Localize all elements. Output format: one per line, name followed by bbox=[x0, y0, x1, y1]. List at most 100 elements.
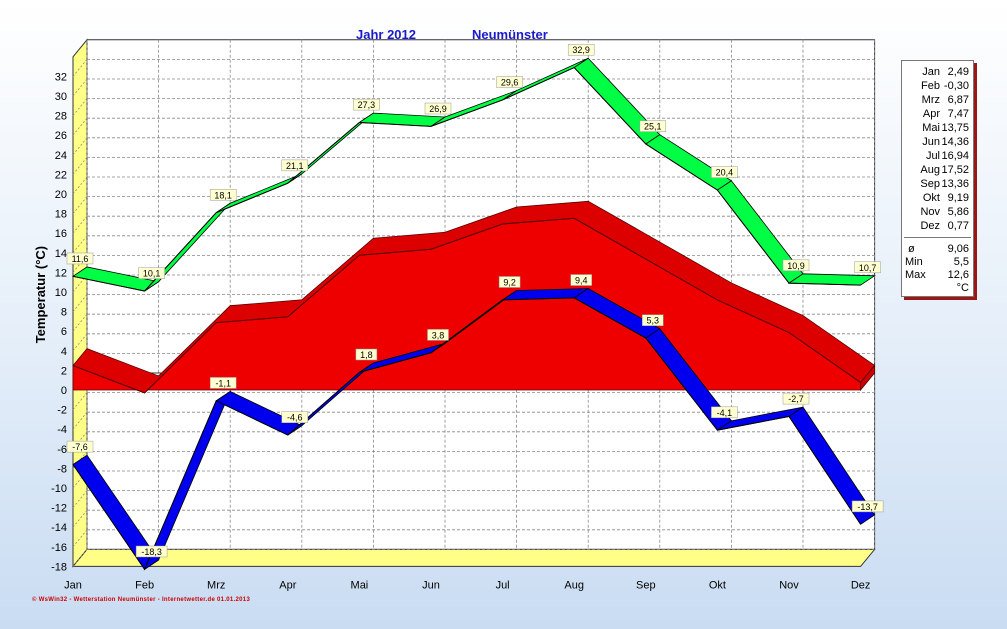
stats-month: Aug bbox=[920, 164, 940, 176]
stats-month: Jun bbox=[922, 136, 940, 148]
max-label: 25,1 bbox=[644, 122, 662, 132]
min-label-box bbox=[498, 276, 521, 288]
y-tick-label: 22 bbox=[55, 169, 67, 181]
y-tick-label: 8 bbox=[61, 307, 67, 319]
stats-month: Okt bbox=[922, 192, 940, 204]
max-label-box bbox=[424, 102, 452, 115]
min-label-box bbox=[135, 545, 168, 558]
y-tick-label: 30 bbox=[55, 91, 67, 103]
stats-row: Jul 16,94 bbox=[902, 150, 973, 164]
min-label-box bbox=[570, 274, 592, 286]
stats-value: 5,86 bbox=[947, 206, 969, 218]
max-label: 10,1 bbox=[143, 269, 161, 279]
y-tick-label: -8 bbox=[57, 463, 67, 475]
mean-line bbox=[72, 217, 861, 394]
min-label: -13,7 bbox=[857, 502, 878, 512]
y-tick-label: -6 bbox=[57, 444, 67, 456]
x-tick-label: Apr bbox=[279, 579, 296, 591]
stats-month: Nov bbox=[920, 206, 940, 218]
stats-value: 14,36 bbox=[941, 136, 969, 148]
min-label-box bbox=[427, 329, 449, 341]
min-label: -4,6 bbox=[287, 413, 303, 423]
stats-value: 6,87 bbox=[947, 94, 969, 106]
max-label: 32,9 bbox=[572, 45, 590, 55]
x-tick-label: Feb bbox=[135, 579, 154, 591]
max-label: 21,1 bbox=[286, 161, 304, 171]
x-tick-label: Nov bbox=[779, 579, 799, 591]
min-label: -1,1 bbox=[215, 378, 231, 388]
max-label-box bbox=[496, 76, 523, 88]
stats-row: Mai 13,75 bbox=[902, 122, 973, 136]
min-label: 5,3 bbox=[647, 316, 660, 326]
stats-row: Sep 13,36 bbox=[902, 178, 973, 192]
min-ribbon-line bbox=[72, 297, 862, 571]
max-label: 10,7 bbox=[859, 263, 877, 273]
max-label-box bbox=[567, 43, 595, 56]
y-tick-label: -16 bbox=[51, 542, 67, 554]
x-tick-label: Mai bbox=[351, 579, 369, 591]
x-tick-label: Dez bbox=[851, 579, 871, 591]
stats-month: Apr bbox=[922, 108, 940, 120]
stats-avg-row: ø 9,06 bbox=[902, 243, 973, 257]
stats-value: 16,94 bbox=[941, 150, 969, 162]
y-tick-label: 2 bbox=[61, 365, 67, 377]
min-label: 9,4 bbox=[575, 276, 588, 286]
stats-min-label: Min bbox=[905, 256, 923, 268]
y-tick-label: 6 bbox=[61, 326, 67, 338]
y-axis-label: Temperatur (°C) bbox=[33, 246, 48, 343]
stats-row: Nov 5,86 bbox=[902, 206, 973, 220]
plot-left-wall bbox=[72, 38, 88, 568]
stats-divider bbox=[904, 237, 971, 238]
y-tick-label: 0 bbox=[61, 385, 67, 397]
max-label-box bbox=[138, 267, 165, 279]
stats-row: Apr 7,47 bbox=[902, 108, 973, 122]
stats-value: 0,77 bbox=[947, 220, 969, 232]
y-tick-label: -14 bbox=[51, 522, 67, 534]
stats-month: Jul bbox=[925, 150, 940, 162]
min-label: -18,3 bbox=[141, 547, 162, 557]
min-label-box bbox=[209, 377, 237, 389]
min-label-box bbox=[281, 411, 309, 423]
stats-value: 13,36 bbox=[941, 178, 969, 190]
stats-row: Jan 2,49 bbox=[902, 66, 973, 80]
stats-value: 2,49 bbox=[947, 66, 969, 78]
y-tick-label: 14 bbox=[55, 248, 67, 260]
max-label: 26,9 bbox=[429, 104, 447, 114]
stats-month: Mai bbox=[922, 122, 940, 134]
y-tick-label: -12 bbox=[51, 503, 67, 515]
min-label-box bbox=[851, 500, 884, 513]
min-label-box bbox=[642, 314, 664, 326]
stats-row: Dez 0,77 bbox=[902, 220, 973, 234]
max-label-box bbox=[639, 120, 667, 132]
y-tick-label: 26 bbox=[55, 130, 67, 142]
stats-month: Feb bbox=[921, 80, 940, 92]
plot-floor bbox=[71, 548, 876, 567]
max-label: 29,6 bbox=[501, 78, 519, 88]
stats-value: -0,30 bbox=[943, 80, 969, 92]
y-tick-label: 20 bbox=[55, 189, 67, 201]
x-tick-label: Mrz bbox=[207, 579, 225, 591]
x-tick-label: Sep bbox=[636, 579, 656, 591]
min-label: 9,2 bbox=[503, 277, 516, 287]
stats-value: 13,75 bbox=[941, 122, 969, 134]
y-tick-label: 32 bbox=[55, 71, 67, 83]
stats-avg-value: 9,06 bbox=[947, 243, 969, 255]
y-tick-label: 12 bbox=[55, 267, 67, 279]
stats-row: Feb -0,30 bbox=[902, 80, 973, 94]
stats-value: 9,19 bbox=[947, 192, 969, 204]
stats-min-row: Min 5,5 bbox=[902, 256, 973, 270]
y-tick-label: 10 bbox=[55, 287, 67, 299]
stats-unit: °C bbox=[956, 282, 969, 294]
stats-max-label: Max bbox=[905, 269, 926, 281]
x-tick-label: Jan bbox=[64, 579, 82, 591]
y-tick-label: 4 bbox=[61, 346, 67, 358]
x-tick-label: Jun bbox=[422, 579, 440, 591]
stats-unit-row: °C bbox=[902, 282, 973, 296]
stats-row: Mrz 6,87 bbox=[902, 94, 973, 108]
y-tick-label: -4 bbox=[57, 424, 67, 436]
max-label: 20,4 bbox=[716, 168, 734, 178]
y-tick-label: 16 bbox=[55, 228, 67, 240]
y-tick-label: -2 bbox=[57, 405, 67, 417]
max-label-box bbox=[209, 189, 237, 201]
